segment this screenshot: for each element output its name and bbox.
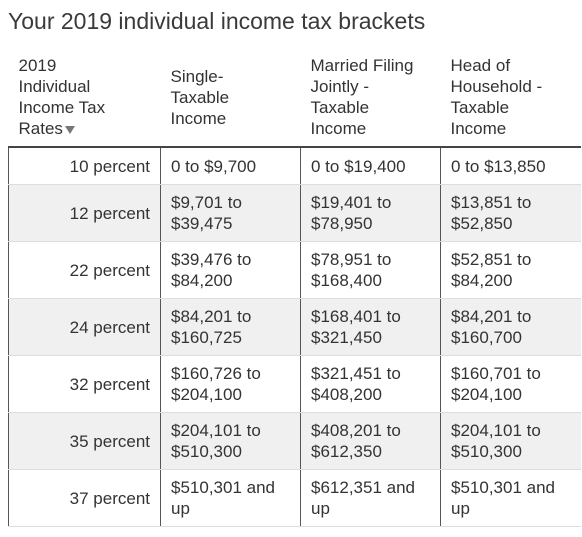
cell-text: 37 percent — [69, 488, 150, 508]
table-row: 32 percent $160,726 to $204,100 $321,451 t… — [8, 355, 581, 413]
income-cell: $84,201 to $160,725 — [160, 298, 301, 356]
cell-text: $408,201 to $612,350 — [311, 421, 401, 461]
title: Your 2019 individual income tax brackets — [8, 8, 426, 34]
cell-text: $9,701 to $39,475 — [171, 193, 242, 233]
income-cell: $204,101 to $510,300 — [160, 412, 301, 470]
rate-cell: 32 percent — [8, 355, 161, 413]
income-cell: $612,351 and up — [300, 469, 441, 527]
cell-text: $510,301 and up — [171, 478, 275, 518]
table-row: 24 percent $84,201 to $160,725 $168,401 to… — [8, 298, 581, 356]
cell-text: 0 to $13,850 — [451, 156, 546, 176]
column-header: 2019 Individual Income Tax Rates — [8, 48, 161, 148]
rate-cell: 22 percent — [8, 241, 161, 299]
rate-cell: 12 percent — [8, 184, 161, 242]
table-row: 10 percent 0 to $9,700 0 to $19,400 0 to $1… — [8, 147, 581, 185]
cell-text: $52,851 to $84,200 — [451, 250, 532, 290]
cell-text: 35 percent — [69, 431, 150, 451]
cell-text: $160,726 to $204,100 — [171, 364, 261, 404]
table-row: 12 percent $9,701 to $39,475 $19,401 to $7… — [8, 184, 581, 242]
income-cell: $510,301 and up — [160, 469, 301, 527]
income-cell: $160,701 to $204,100 — [440, 355, 581, 413]
income-cell: $9,701 to $39,475 — [160, 184, 301, 242]
column-header: Head of Household - Taxable Income — [440, 48, 581, 148]
cell-text: $84,201 to $160,725 — [171, 307, 252, 347]
rate-cell: 10 percent — [8, 147, 161, 185]
cell-text: $204,101 to $510,300 — [451, 421, 541, 461]
cell-text: 0 to $9,700 — [171, 156, 257, 176]
cell-text: $160,701 to $204,100 — [451, 364, 541, 404]
income-cell: $321,451 to $408,200 — [300, 355, 441, 413]
column-header-text: Single-Taxable Income — [170, 66, 230, 128]
cell-text: $612,351 and up — [311, 478, 415, 518]
cell-text: 32 percent — [69, 374, 150, 394]
header-row: 2019 Individual Income Tax Rates Single-T… — [8, 48, 581, 148]
income-cell: $204,101 to $510,300 — [440, 412, 581, 470]
rate-cell: 37 percent — [8, 469, 161, 527]
rate-cell: 24 percent — [8, 298, 161, 356]
income-cell: $160,726 to $204,100 — [160, 355, 301, 413]
cell-text: $321,451 to $408,200 — [311, 364, 401, 404]
cell-text: 0 to $19,400 — [311, 156, 406, 176]
income-cell: 0 to $13,850 — [440, 147, 581, 185]
cell-text: $13,851 to $52,850 — [451, 193, 532, 233]
income-cell: $408,201 to $612,350 — [300, 412, 441, 470]
rate-cell: 35 percent — [8, 412, 161, 470]
income-cell: $52,851 to $84,200 — [440, 241, 581, 299]
income-cell: $13,851 to $52,850 — [440, 184, 581, 242]
income-cell: $39,476 to $84,200 — [160, 241, 301, 299]
column-header-text: Head of Household - Taxable Income — [450, 56, 543, 138]
income-cell: $78,951 to $168,400 — [300, 241, 441, 299]
cell-text: $19,401 to $78,950 — [311, 193, 392, 233]
column-header: Single-Taxable Income — [160, 48, 301, 148]
cell-text: $39,476 to $84,200 — [171, 250, 252, 290]
table-row: 37 percent $510,301 and up $612,351 and up… — [8, 469, 581, 527]
column-header: Married Filing Jointly - Taxable Income — [300, 48, 441, 148]
cell-text: $168,401 to $321,450 — [311, 307, 401, 347]
column-header-text: Married Filing Jointly - Taxable Income — [310, 56, 414, 138]
table-row: 22 percent $39,476 to $84,200 $78,951 to $… — [8, 241, 581, 299]
income-cell: 0 to $9,700 — [160, 147, 301, 185]
cell-text: 10 percent — [69, 156, 150, 176]
table-row: 35 percent $204,101 to $510,300 $408,201 t… — [8, 412, 581, 470]
tax-table: 2019 Individual Income Tax Rates Single-T… — [8, 48, 581, 527]
income-cell: $510,301 and up — [440, 469, 581, 527]
column-header-text: 2019 Individual Income Tax Rates — [18, 56, 106, 138]
cell-text: $510,301 and up — [451, 478, 555, 518]
cell-text: 24 percent — [69, 317, 150, 337]
income-cell: $19,401 to $78,950 — [300, 184, 441, 242]
sort-arrow — [64, 126, 75, 134]
cell-text: $204,101 to $510,300 — [171, 421, 261, 461]
income-cell: $84,201 to $160,700 — [440, 298, 581, 356]
income-cell: 0 to $19,400 — [300, 147, 441, 185]
income-cell: $168,401 to $321,450 — [300, 298, 441, 356]
cell-text: $84,201 to $160,700 — [451, 307, 532, 347]
table-body: 10 percent 0 to $9,700 0 to $19,400 0 to $1… — [8, 147, 581, 527]
cell-text: $78,951 to $168,400 — [311, 250, 392, 290]
cell-text: 22 percent — [69, 260, 150, 280]
cell-text: 12 percent — [69, 203, 150, 223]
